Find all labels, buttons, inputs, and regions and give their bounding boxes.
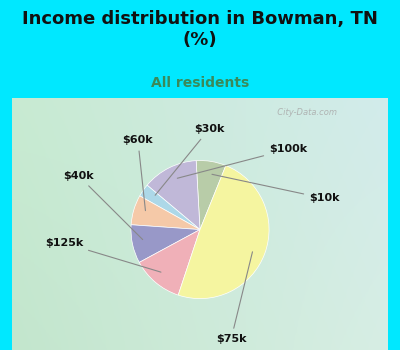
Text: $10k: $10k xyxy=(212,174,340,203)
Text: $125k: $125k xyxy=(45,238,161,272)
Text: $75k: $75k xyxy=(216,252,252,344)
Wedge shape xyxy=(140,185,200,230)
Text: Income distribution in Bowman, TN
(%): Income distribution in Bowman, TN (%) xyxy=(22,10,378,49)
Wedge shape xyxy=(139,230,200,295)
Text: $60k: $60k xyxy=(123,135,153,211)
Text: $100k: $100k xyxy=(177,145,307,178)
Wedge shape xyxy=(147,161,200,230)
Text: $40k: $40k xyxy=(64,171,143,239)
Wedge shape xyxy=(178,166,269,299)
Text: All residents: All residents xyxy=(151,76,249,90)
Wedge shape xyxy=(131,225,200,262)
Text: $30k: $30k xyxy=(155,124,224,195)
Text: City-Data.com: City-Data.com xyxy=(272,108,337,117)
Wedge shape xyxy=(196,161,226,230)
Wedge shape xyxy=(131,196,200,230)
